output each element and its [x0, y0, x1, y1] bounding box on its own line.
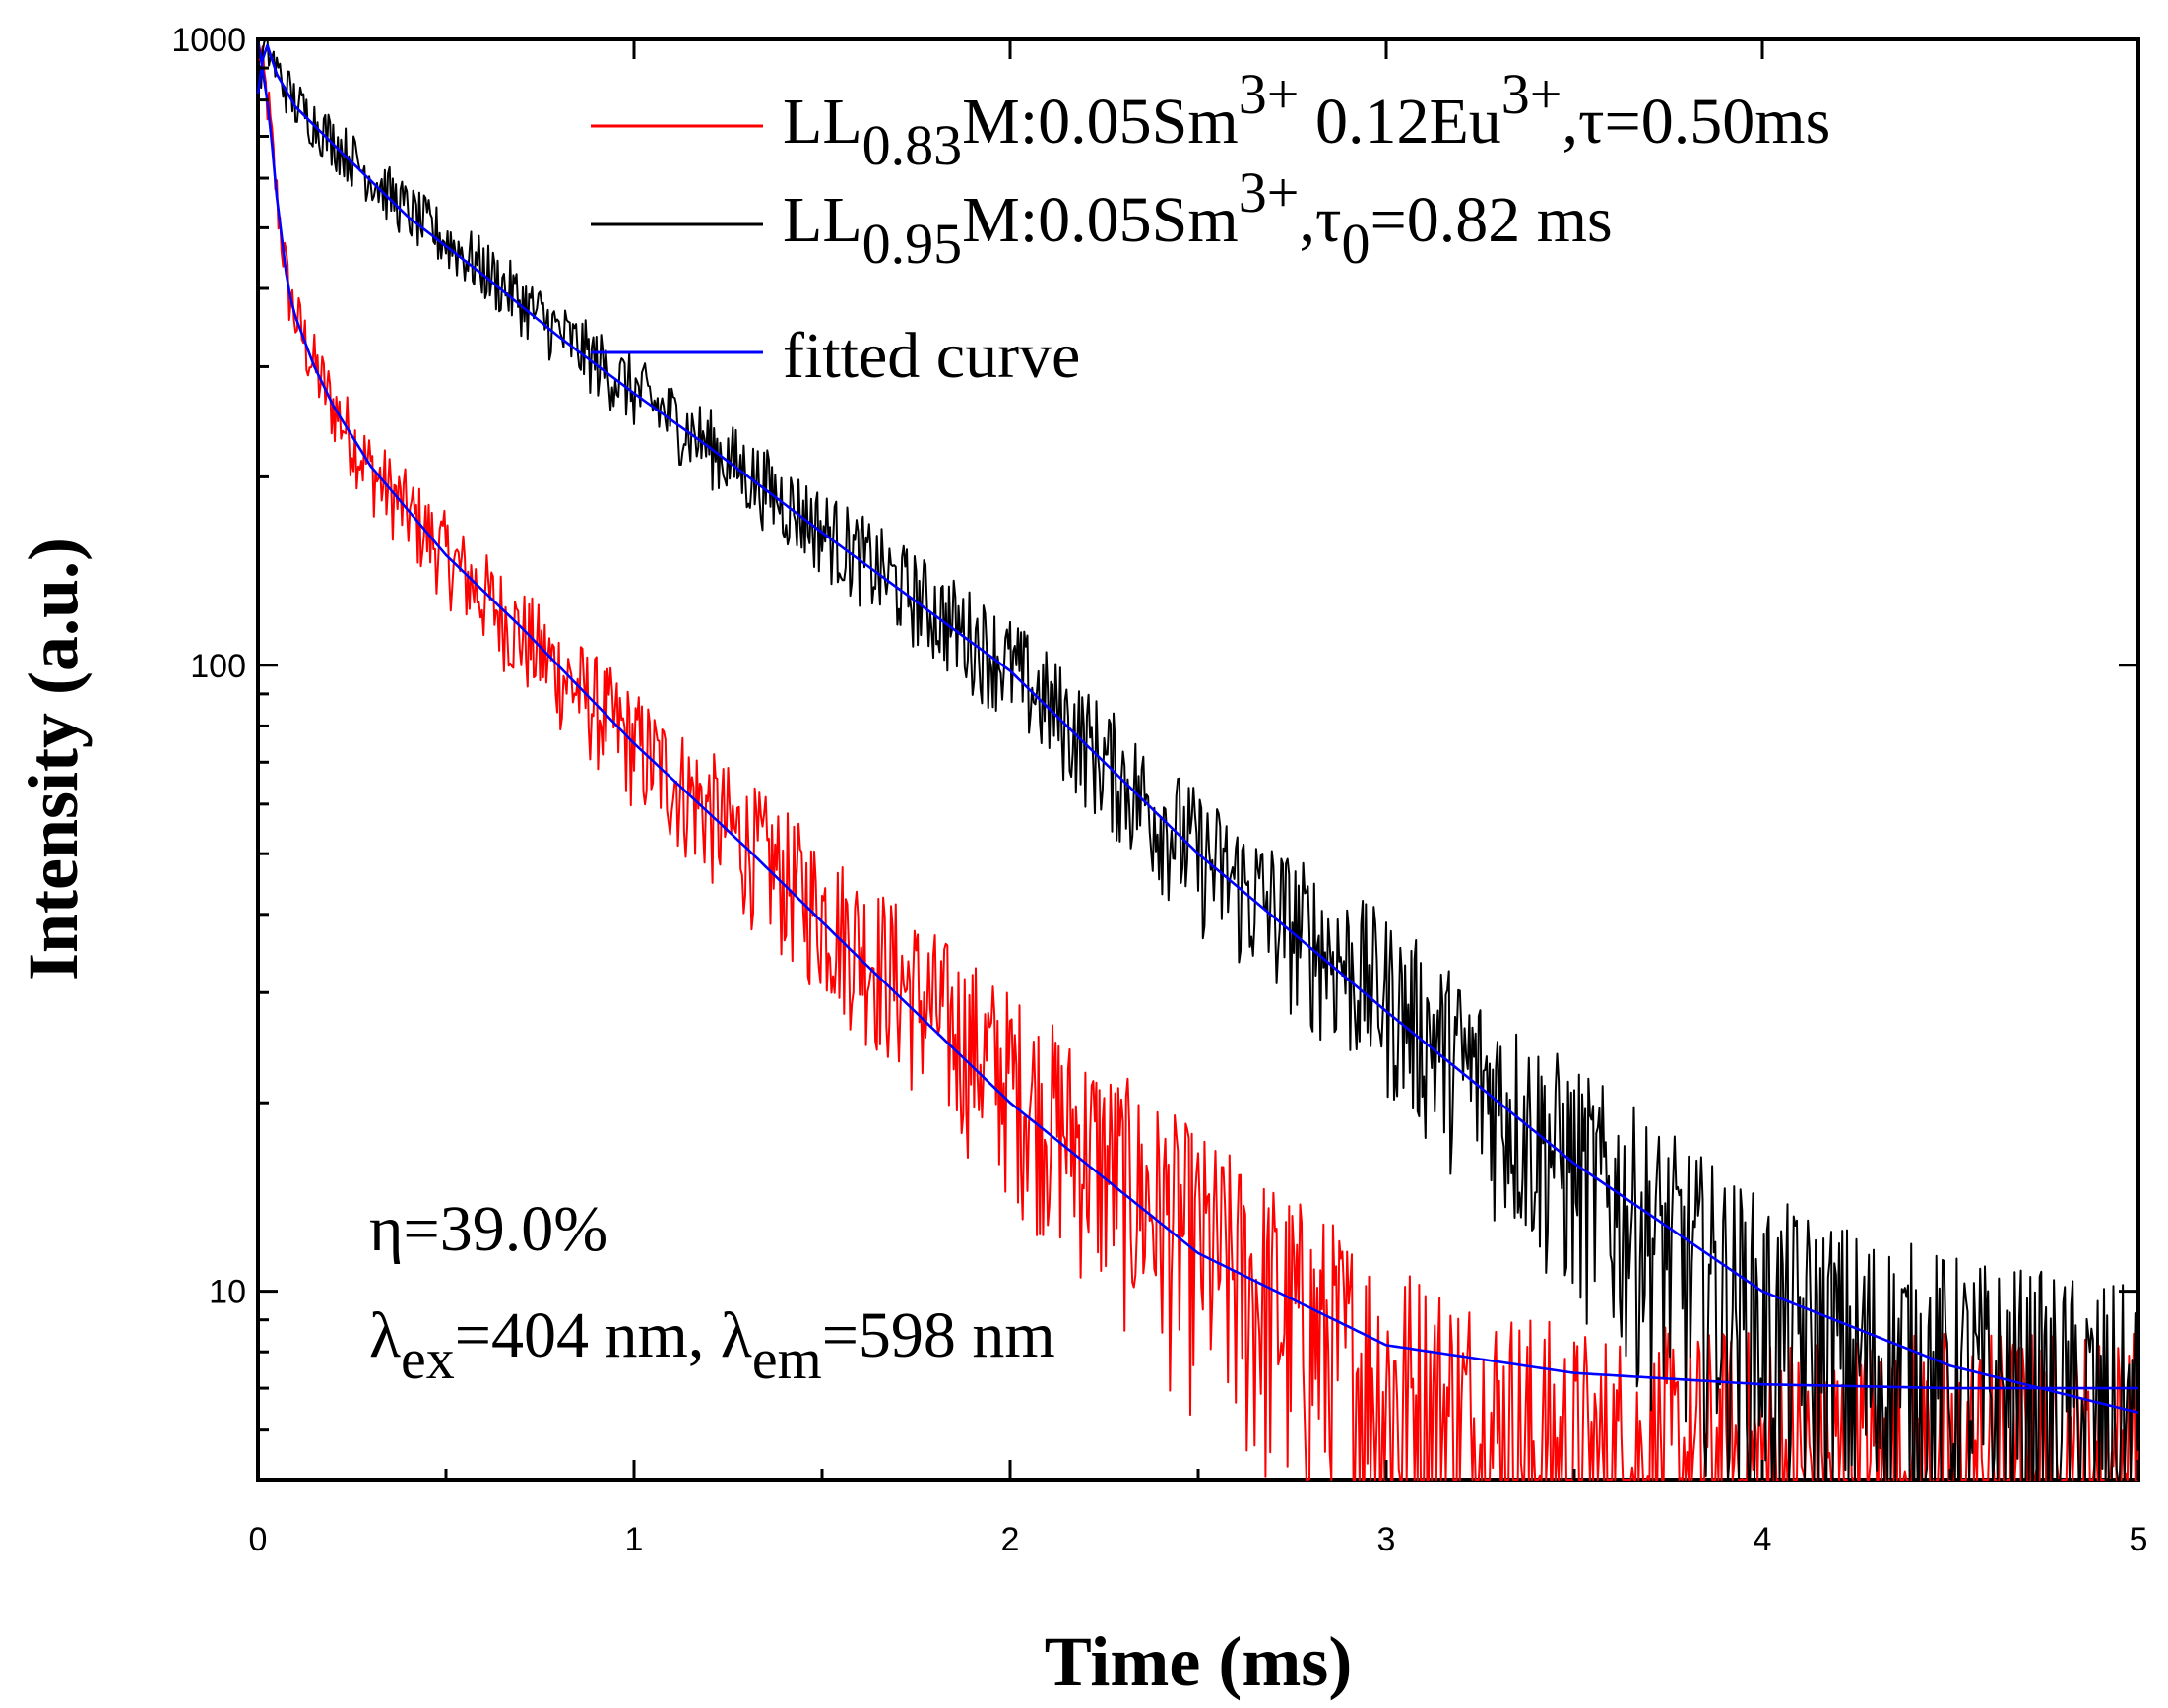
series-line-2 [256, 38, 2138, 1390]
legend-label-black: LL0.95M:0.05Sm3+,τ0=0.82 ms [783, 160, 1613, 276]
x-tick-label: 2 [1001, 1521, 1020, 1558]
series-line-1 [257, 38, 2139, 1481]
annotation-efficiency: η=39.0% [369, 1193, 607, 1265]
legend-label-red: LL0.83M:0.05Sm3+ 0.12Eu3+,τ=0.50ms [783, 62, 1830, 177]
x-tick-label: 0 [249, 1521, 268, 1558]
annotation-wavelengths: λex=404 nm, λem=598 nm [369, 1299, 1055, 1391]
y-tick-label: 1000 [171, 22, 246, 59]
legend-label-blue: fitted curve [783, 320, 1080, 392]
x-tick-label: 4 [1754, 1521, 1772, 1558]
y-tick-label: 100 [190, 648, 246, 685]
series-line-3 [256, 43, 2139, 1415]
legend: LL0.83M:0.05Sm3+ 0.12Eu3+,τ=0.50ms LL0.9… [591, 62, 1830, 392]
x-tick-label: 5 [2130, 1521, 2148, 1558]
x-tick-label: 3 [1377, 1521, 1396, 1558]
x-tick-label: 1 [625, 1521, 644, 1558]
x-axis-title: Time (ms) [1045, 1622, 1353, 1701]
ticks-layer: 0 1 2 3 4 5 10 100 1000 [171, 22, 2147, 1558]
y-axis-title: Intensity (a.u.) [14, 538, 93, 981]
y-tick-label: 10 [209, 1274, 246, 1311]
series-layer [256, 38, 2139, 1481]
